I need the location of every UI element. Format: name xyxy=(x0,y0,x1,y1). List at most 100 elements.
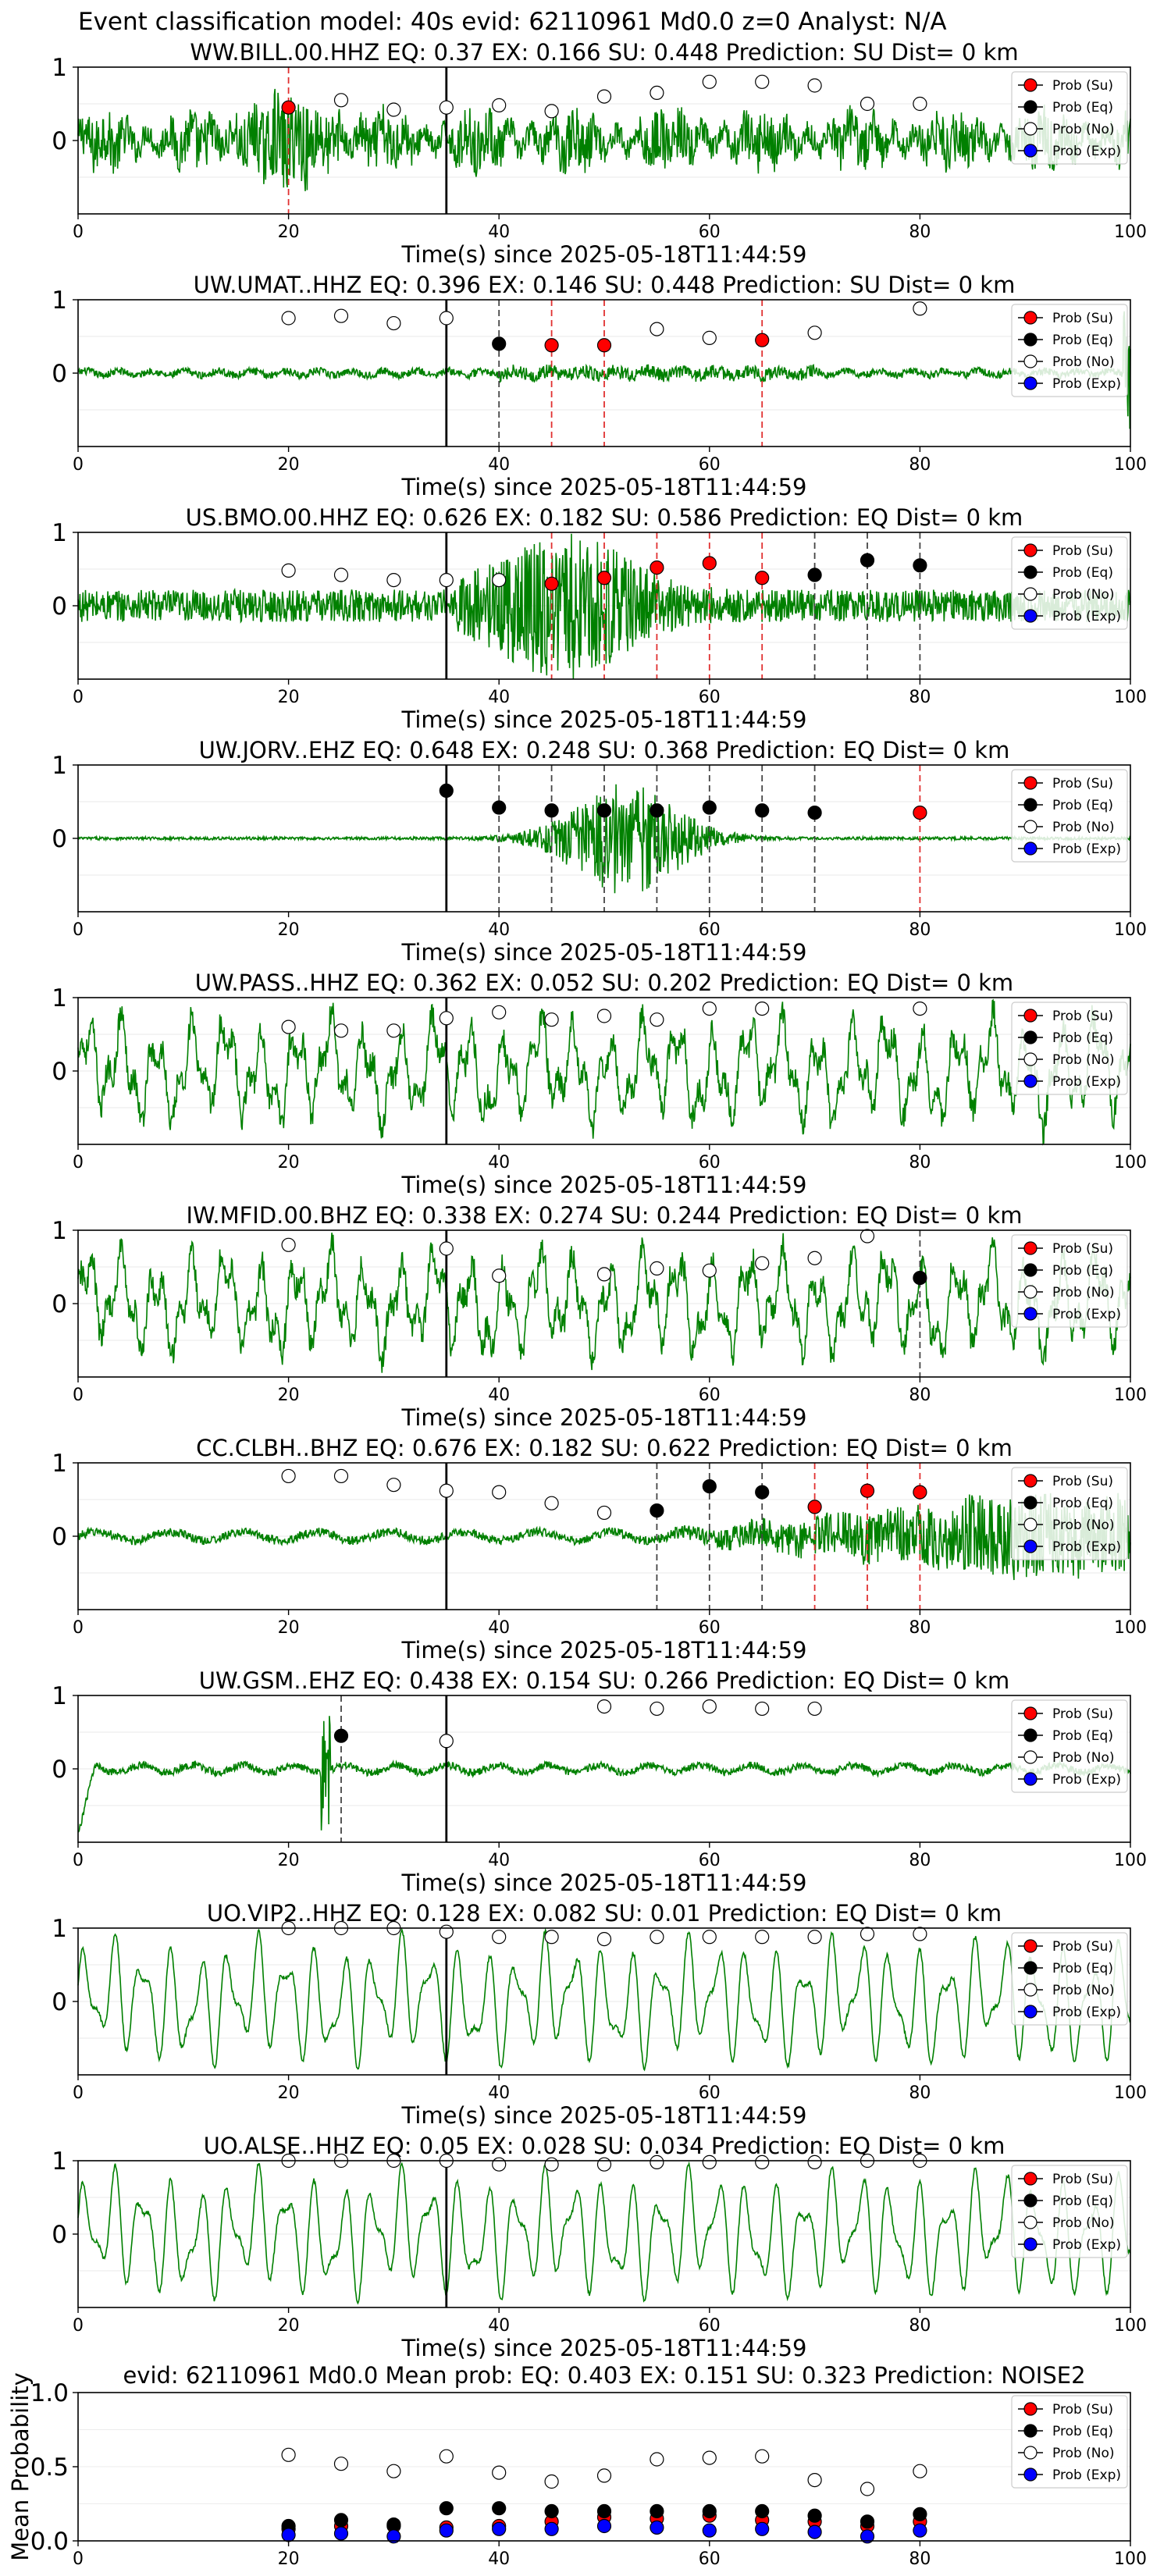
mean-marker-exp xyxy=(439,2523,454,2538)
prob-marker-eq xyxy=(913,558,927,573)
legend-label-su: Prob (Su) xyxy=(1052,1939,1113,1955)
legend-marker-no xyxy=(1023,587,1038,601)
prob-marker-eq xyxy=(807,805,822,820)
mean-marker-eq xyxy=(544,2503,559,2519)
mean-probability-panel: evid: 62110961 Md0.0 Mean prob: EQ: 0.40… xyxy=(7,2362,1147,2569)
x-axis-label: Time(s) since 2025-05-18T11:44:59 xyxy=(401,1637,807,1663)
prob-marker-eq xyxy=(333,1728,349,1743)
prob-marker-no xyxy=(492,98,507,112)
panel-title: UW.UMAT..HHZ EQ: 0.396 EX: 0.146 SU: 0.4… xyxy=(194,272,1016,298)
prob-marker-no xyxy=(650,1012,664,1027)
waveform-trace xyxy=(77,1493,1131,1581)
prob-marker-eq xyxy=(650,1503,664,1518)
prob-marker-no xyxy=(596,1267,612,1282)
waveform-trace xyxy=(77,88,1131,191)
legend-marker-su xyxy=(1023,2172,1038,2186)
legend-label-exp: Prob (Exp) xyxy=(1052,1074,1121,1090)
legend-marker-exp xyxy=(1023,2005,1038,2019)
legend-label-no: Prob (No) xyxy=(1052,2215,1115,2231)
legend-label-eq: Prob (Eq) xyxy=(1052,565,1113,581)
prob-marker-no xyxy=(281,1237,296,1252)
prob-marker-su xyxy=(702,556,717,571)
x-tick-label: 20 xyxy=(278,222,300,242)
legend: Prob (Su) Prob (Eq) Prob (No) Prob (Exp) xyxy=(1011,304,1128,397)
x-tick-label: 0 xyxy=(73,2083,84,2103)
legend-frame xyxy=(1011,1699,1128,1793)
prob-marker-no xyxy=(439,1011,454,1026)
legend-marker-eq xyxy=(1023,1496,1038,1510)
x-tick-label: 100 xyxy=(1114,920,1147,940)
legend-label-su: Prob (Su) xyxy=(1052,1009,1113,1024)
y-tick-label: 1 xyxy=(52,1682,67,1710)
x-tick-label: 20 xyxy=(278,2549,300,2569)
legend-marker-exp xyxy=(1023,2467,1038,2482)
prob-marker-no xyxy=(386,572,401,588)
prob-marker-eq xyxy=(702,800,717,815)
prob-marker-no xyxy=(860,1229,875,1244)
y-tick-label: 1 xyxy=(52,54,67,82)
prob-marker-eq xyxy=(755,1485,770,1500)
prob-marker-eq xyxy=(492,800,507,815)
x-tick-label: 100 xyxy=(1114,2083,1147,2103)
y-tick-label: 1.0 xyxy=(30,2379,69,2407)
prob-marker-no xyxy=(544,104,559,119)
y-tick-label: 0 xyxy=(52,127,67,155)
mean-marker-eq xyxy=(650,2503,664,2519)
prob-marker-no xyxy=(860,1927,875,1941)
legend-marker-no xyxy=(1023,1517,1038,1532)
legend-marker-eq xyxy=(1023,100,1038,114)
legend-frame xyxy=(1011,536,1128,630)
legend-marker-exp xyxy=(1023,1539,1038,1553)
prob-marker-eq xyxy=(439,783,454,799)
prob-marker-no xyxy=(755,1256,770,1271)
x-tick-label: 80 xyxy=(909,1851,931,1870)
mean-marker-exp xyxy=(755,2521,770,2536)
prob-marker-no xyxy=(807,326,822,340)
legend-marker-exp xyxy=(1023,1307,1038,1321)
prob-marker-no xyxy=(333,1468,349,1484)
legend-label-su: Prob (Su) xyxy=(1052,2172,1113,2187)
y-tick-label: 0 xyxy=(52,1058,67,1086)
mean-marker-no xyxy=(386,2464,401,2478)
prob-marker-no xyxy=(755,1930,770,1944)
legend-label-su: Prob (Su) xyxy=(1052,311,1113,326)
x-tick-label: 40 xyxy=(488,1851,510,1870)
legend-marker-su xyxy=(1023,1939,1038,1953)
panel-title: UO.VIP2..HHZ EQ: 0.128 EX: 0.082 SU: 0.0… xyxy=(207,1900,1002,1927)
legend-label-exp: Prob (Exp) xyxy=(1052,841,1121,857)
legend-label-eq: Prob (Eq) xyxy=(1052,1496,1113,1511)
legend-marker-exp xyxy=(1023,2237,1038,2251)
prob-marker-no xyxy=(439,1483,454,1498)
y-tick-label: 0 xyxy=(52,360,67,388)
prob-marker-no xyxy=(439,100,454,115)
legend-label-su: Prob (Su) xyxy=(1052,2402,1113,2418)
y-tick-label: 1 xyxy=(52,2147,67,2176)
station-panel: IW.MFID.00.BHZ EQ: 0.338 EX: 0.274 SU: 0… xyxy=(52,1202,1147,1431)
mean-marker-no xyxy=(755,2449,770,2464)
prob-marker-no xyxy=(650,85,664,101)
x-tick-label: 100 xyxy=(1114,2316,1147,2336)
prob-marker-no xyxy=(386,102,401,117)
x-axis-label: Time(s) since 2025-05-18T11:44:59 xyxy=(401,241,807,268)
legend-marker-su xyxy=(1023,1009,1038,1023)
prob-marker-eq xyxy=(913,1270,927,1286)
prob-marker-eq xyxy=(650,803,664,818)
mean-marker-exp xyxy=(333,2526,349,2541)
prob-marker-no xyxy=(860,96,875,112)
x-tick-label: 0 xyxy=(73,2316,84,2336)
mean-marker-no xyxy=(281,2447,296,2462)
x-tick-label: 0 xyxy=(73,2549,84,2569)
x-tick-label: 0 xyxy=(73,688,84,707)
legend-marker-eq xyxy=(1023,565,1038,579)
prob-marker-no xyxy=(702,1699,717,1714)
x-tick-label: 0 xyxy=(73,1386,84,1405)
y-tick-label: 0 xyxy=(52,592,67,621)
station-panel: UW.GSM..EHZ EQ: 0.438 EX: 0.154 SU: 0.26… xyxy=(52,1667,1147,1896)
prob-marker-no xyxy=(386,315,401,331)
prob-marker-su xyxy=(596,338,612,353)
station-panel: UO.VIP2..HHZ EQ: 0.128 EX: 0.082 SU: 0.0… xyxy=(52,1900,1147,2129)
mean-marker-no xyxy=(492,2465,507,2480)
prob-marker-no xyxy=(281,563,296,578)
waveform-trace xyxy=(77,311,1131,429)
x-tick-label: 40 xyxy=(488,2316,510,2336)
